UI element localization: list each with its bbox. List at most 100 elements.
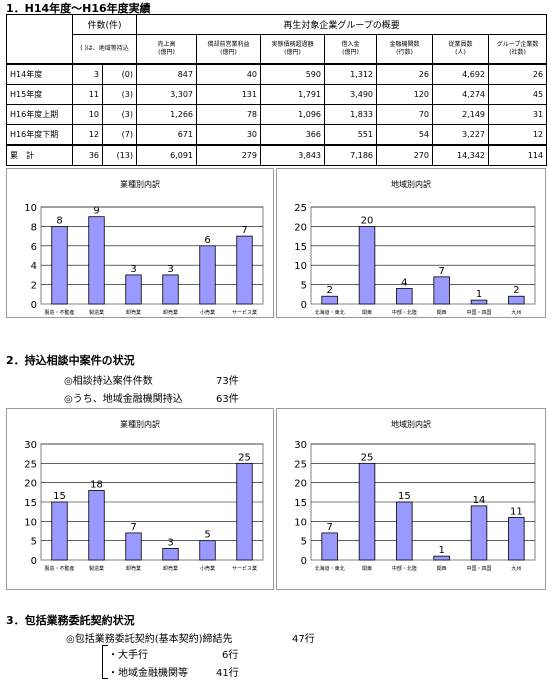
x-tick-label: 九州	[511, 309, 521, 316]
y-tick-label: 30	[294, 440, 307, 451]
cell: (3)	[102, 104, 137, 125]
subheader-borrowings: 借入金 (億円)	[324, 34, 377, 65]
section3-sub2-label: ・地域金融機関等	[108, 668, 188, 679]
bar	[433, 276, 450, 305]
x-tick-label: 中部・北陸	[392, 565, 417, 572]
results-table: 件数(件) 再生対象企業グループの概要 ( )は、地域等持込 売上高 (億円) 償…	[6, 14, 548, 166]
cell: 1,096	[260, 104, 325, 125]
subheader-op-profit: 償却前営業利益 (億円)	[196, 34, 261, 65]
section3-line1-label: ◎包括業務委託契約(基本契約)締結先	[66, 634, 233, 645]
bar	[433, 555, 450, 561]
bar	[396, 501, 413, 561]
data-label: 1	[438, 545, 444, 556]
x-tick-label: 関東	[362, 565, 372, 572]
table-row: H16年度上期 10 (3) 1,266 78 1,096 1,833 70 2…	[6, 104, 548, 125]
cell: 26	[376, 63, 433, 85]
x-tick-label: 小売業	[200, 565, 215, 572]
bar	[236, 462, 253, 561]
section2-heading: 2．持込相談中案件の状況	[6, 354, 135, 367]
cell: 4,692	[432, 63, 489, 85]
cell: 131	[196, 84, 261, 105]
table-row: H15年度 11 (3) 3,307 131 1,791 3,490 120 4…	[6, 84, 548, 105]
plot-area	[310, 206, 536, 305]
cell: 114	[487, 144, 548, 166]
cell: 590	[260, 63, 325, 85]
y-tick-label: 0	[31, 556, 37, 567]
data-label: 3	[167, 537, 173, 548]
chart-industry-1-svg: 業種別内訳 0 2 4 6 8 10 8 製造・不動産 9 製造業 3 卸売業 3 卸売業 6 小売業 7 サービス…	[24, 179, 264, 316]
y-tick-label: 25	[294, 459, 307, 470]
y-tick-label: 0	[301, 556, 307, 567]
data-label: 15	[53, 491, 66, 502]
x-tick-label: 北海道・東北	[315, 565, 345, 572]
cell: 14,342	[432, 144, 489, 166]
cell: 270	[376, 144, 433, 166]
table-row: H16年度下期 12 (7) 671 30 366 551 54 3,227 1…	[6, 124, 548, 146]
y-tick-label: 15	[294, 242, 307, 253]
cell: 11	[72, 84, 103, 105]
table-row: H14年度 3 (0) 847 40 590 1,312 26 4,692 26	[6, 63, 548, 85]
y-tick-label: 2	[31, 281, 37, 292]
x-tick-label: 製造・不動産	[44, 309, 74, 316]
x-tick-label: 九州	[511, 565, 521, 572]
chart-industry-1: 業種別内訳 0 2 4 6 8 10 8 製造・不動産 9 製造業 3 卸売業 3 卸売業 6 小売業 7 サービス…	[6, 168, 274, 318]
y-tick-label: 4	[31, 261, 37, 272]
bar	[88, 490, 105, 561]
data-label: 5	[204, 530, 210, 541]
chart-industry-2-svg: 業種別内訳 0 5 10 15 20 25 30 15 製造・不動産 18 製造業 7 卸売業 3 卸売業 5 小…	[24, 419, 264, 572]
bar	[236, 235, 253, 305]
y-tick-label: 8	[31, 222, 37, 233]
cell: 1,791	[260, 84, 325, 105]
subheader-banks: 金融機関数 (行数)	[376, 34, 433, 65]
y-tick-label: 0	[301, 300, 307, 311]
cell: 1,312	[324, 63, 377, 85]
x-tick-label: 製造業	[89, 309, 104, 316]
x-tick-label: 関西	[437, 566, 447, 572]
y-tick-label: 25	[294, 203, 307, 214]
header-count: 件数(件)	[72, 14, 137, 35]
x-tick-label: 小売業	[200, 309, 215, 316]
section2-line1-label: ◎相談持込案件件数	[64, 376, 153, 387]
cell: (13)	[102, 144, 137, 166]
cell: 10	[72, 104, 103, 125]
data-label: 7	[241, 225, 247, 236]
bracket	[102, 645, 108, 679]
chart-region-1: 地域別内訳 0 5 10 15 20 25 2 北海道・東北 20 関東 4 中部・北陸 7 関西 1 中国・四…	[276, 168, 546, 318]
cell: 3	[72, 63, 103, 85]
subheader-group-companies: グループ企業数 (社数)	[487, 34, 548, 65]
data-label: 6	[204, 235, 210, 246]
row-label: H15年度	[6, 84, 73, 105]
row-label: H16年度上期	[6, 104, 73, 125]
section3-sub1-label: ・大手行	[108, 650, 148, 661]
x-tick-label: 卸売業	[126, 309, 141, 316]
cell: 12	[487, 124, 548, 146]
cell: 366	[260, 124, 325, 146]
data-label: 1	[476, 289, 482, 300]
data-label: 3	[130, 264, 136, 275]
y-tick-label: 10	[24, 517, 37, 528]
cell: 36	[72, 144, 103, 166]
cell: 120	[376, 84, 433, 105]
data-label: 2	[513, 285, 519, 296]
cell: 2,149	[432, 104, 489, 125]
chart-region-2: 地域別内訳 0 5 10 15 20 25 30 7 北海道・東北 25 関東 15 中部・北陸 1 関西 14…	[276, 408, 546, 590]
data-label: 25	[238, 452, 251, 463]
bar	[88, 216, 105, 305]
data-label: 3	[167, 264, 173, 275]
section1-heading: 1．H14年度～H16年度実績	[6, 2, 151, 15]
cell: 40	[196, 63, 261, 85]
chart-title: 地域別内訳	[391, 179, 431, 189]
cell: 671	[136, 124, 197, 146]
cell: 12	[72, 124, 103, 146]
bar	[396, 288, 413, 305]
cell: 1,266	[136, 104, 197, 125]
y-tick-label: 10	[294, 261, 307, 272]
bar	[358, 462, 376, 561]
bar	[508, 295, 525, 305]
y-tick-label: 10	[294, 517, 307, 528]
y-tick-label: 20	[294, 222, 307, 233]
x-tick-label: サービス業	[232, 309, 257, 316]
section2-line2-label: ◎うち、地域金融機関持込	[64, 394, 183, 405]
data-label: 15	[398, 491, 411, 502]
data-label: 2	[326, 285, 332, 296]
